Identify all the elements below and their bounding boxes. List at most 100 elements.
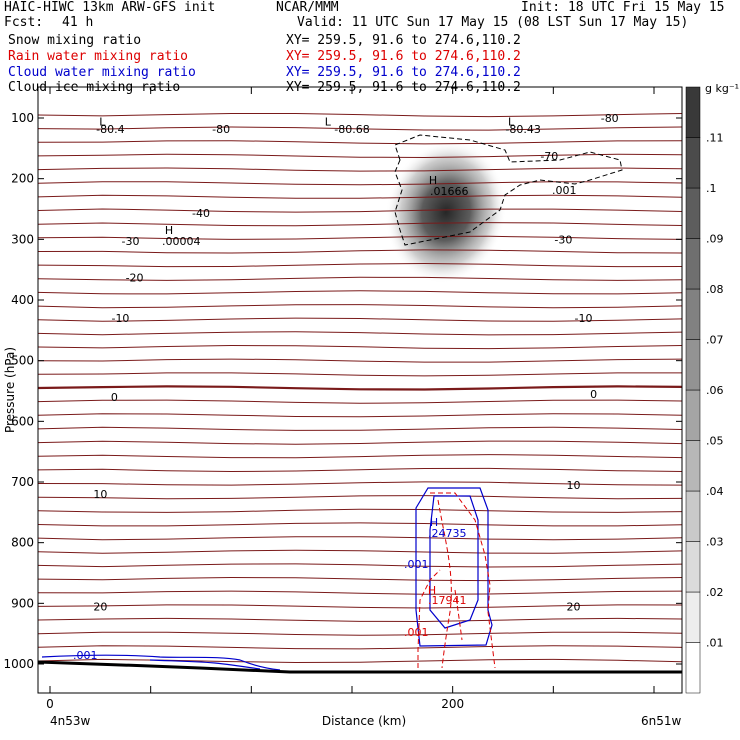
colorbar-segment <box>685 86 701 138</box>
isotherm-line <box>37 331 683 336</box>
cloud-ice-contour <box>394 134 623 246</box>
y-tick-label: 200 <box>11 172 34 186</box>
colorbar-segment <box>685 389 701 441</box>
isotherm-label: -80 <box>601 112 619 125</box>
isotherm-line <box>37 481 683 486</box>
isotherm-label: -20 <box>126 272 144 285</box>
left-endpoint: 4n53w <box>50 714 91 728</box>
cloud-ice-max-value: .00004 <box>162 235 201 248</box>
isotherm-label: 20 <box>93 600 107 613</box>
colorbar-label: .01 <box>706 637 724 650</box>
y-tick-label: 700 <box>11 475 34 489</box>
field-xy-snow: XY= 259.5, 91.6 to 274.6,110.2 <box>286 33 521 48</box>
isotherm-label: 0 <box>111 391 118 404</box>
isotherm-line <box>37 358 683 363</box>
isotherm-line <box>37 576 683 582</box>
terrain-line <box>37 660 682 674</box>
isotherm-line <box>37 426 683 431</box>
field-xy-cloud-water: XY= 259.5, 91.6 to 274.6,110.2 <box>286 65 521 80</box>
forecast-label: Fcst: <box>4 15 44 30</box>
isotherm-line <box>37 604 683 609</box>
isotherm-label: -10 <box>575 312 593 325</box>
colorbar-segment <box>685 591 701 643</box>
cloud-water-contours <box>41 487 493 671</box>
isotherm-line <box>37 113 683 118</box>
colorbar-segment <box>685 490 701 542</box>
cloud-water-contour-label-surface: .001 <box>73 649 98 662</box>
snow-max-value: .01666 <box>430 185 469 198</box>
snow-max-area <box>385 140 507 284</box>
distance-axis: 0 200 <box>46 87 655 711</box>
x-tick-label: 200 <box>441 697 464 711</box>
right-endpoint: 6n51w <box>641 714 682 728</box>
colorbar-label: .04 <box>706 485 724 498</box>
isotherm-line <box>37 304 683 309</box>
isotherm-label: -10 <box>111 312 129 325</box>
y-tick-label: 300 <box>11 232 34 246</box>
y-axis-title: Pressure (hPa) <box>3 347 17 433</box>
isotherm-label: -80.43 <box>505 123 540 136</box>
y-tick-label: 1000 <box>3 657 34 671</box>
rain-max-value: .17941 <box>428 594 467 607</box>
colorbar-label: .09 <box>706 233 724 246</box>
y-tick-label: 900 <box>11 596 34 610</box>
colorbar-label: .02 <box>706 586 724 599</box>
colorbar-segment <box>685 238 701 290</box>
plot-frame <box>37 86 683 694</box>
colorbar-segment <box>685 187 701 239</box>
isotherm-line <box>37 658 683 664</box>
cloud-water-max-h: H <box>430 516 438 529</box>
isotherm-label: -80 <box>212 123 230 136</box>
isotherm-label: -70 <box>540 150 558 163</box>
colorbar-segment <box>685 137 701 189</box>
isotherm-line <box>37 276 683 281</box>
colorbar-label: .06 <box>706 384 724 397</box>
isotherm-line <box>37 181 683 186</box>
isotherm-line <box>37 399 683 404</box>
isotherm-line <box>37 290 683 295</box>
colorbar-label: .1 <box>706 182 717 195</box>
isotherm-label: 10 <box>93 488 107 501</box>
colorbar-segment <box>685 541 701 593</box>
isotherm-line <box>37 413 683 418</box>
isotherm-label: 0 <box>590 388 597 401</box>
snow-shading <box>385 140 507 284</box>
colorbar-segment <box>685 288 701 340</box>
snow-max-h: H <box>429 174 437 187</box>
isotherm-line <box>37 536 683 541</box>
isotherm-line <box>37 153 683 159</box>
temperature-isotherms: -80.4 -80 -80.68 -80.43 -80 -70 -40 -30 -30 -20 -1… <box>37 112 683 664</box>
isotherm-line <box>37 440 683 445</box>
cloud-water-contour-label: .001 <box>404 558 429 571</box>
isotherm-label: -40 <box>192 207 210 220</box>
y-tick-label: 800 <box>11 536 34 550</box>
isotherm-line <box>37 631 683 636</box>
isotherm-line <box>37 262 683 268</box>
isotherm-line <box>37 249 683 254</box>
forecast-hours: 41 h <box>62 15 94 30</box>
x-tick-label: 0 <box>46 697 54 711</box>
field-label-snow: Snow mixing ratio <box>8 33 142 48</box>
isotherm-line <box>37 385 683 391</box>
colorbar-segment <box>685 339 701 391</box>
isotherm-line <box>37 563 683 568</box>
colorbar-label: .05 <box>706 435 724 448</box>
y-tick-label: 600 <box>11 414 34 428</box>
rain-water-contours <box>417 492 496 669</box>
isotherm-low-marker: L <box>99 116 106 129</box>
isotherm-line <box>37 317 683 322</box>
field-label-cloud-water: Cloud water mixing ratio <box>8 65 196 80</box>
org-label: NCAR/MMM <box>276 0 339 15</box>
isotherm-line <box>37 372 682 377</box>
isotherm-line <box>37 590 683 595</box>
isotherm-line <box>37 495 683 500</box>
model-title: HAIC-HIWC 13km ARW-GFS init <box>4 0 216 15</box>
colorbar-segment <box>685 440 701 492</box>
cloud-ice-max-h: H <box>165 224 173 237</box>
colorbar-unit: g kg⁻¹ <box>705 82 739 95</box>
isotherm-label: -30 <box>554 233 572 246</box>
isotherm-line <box>37 235 683 240</box>
x-axis-title: Distance (km) <box>322 714 406 728</box>
y-tick-label: 400 <box>11 293 34 307</box>
